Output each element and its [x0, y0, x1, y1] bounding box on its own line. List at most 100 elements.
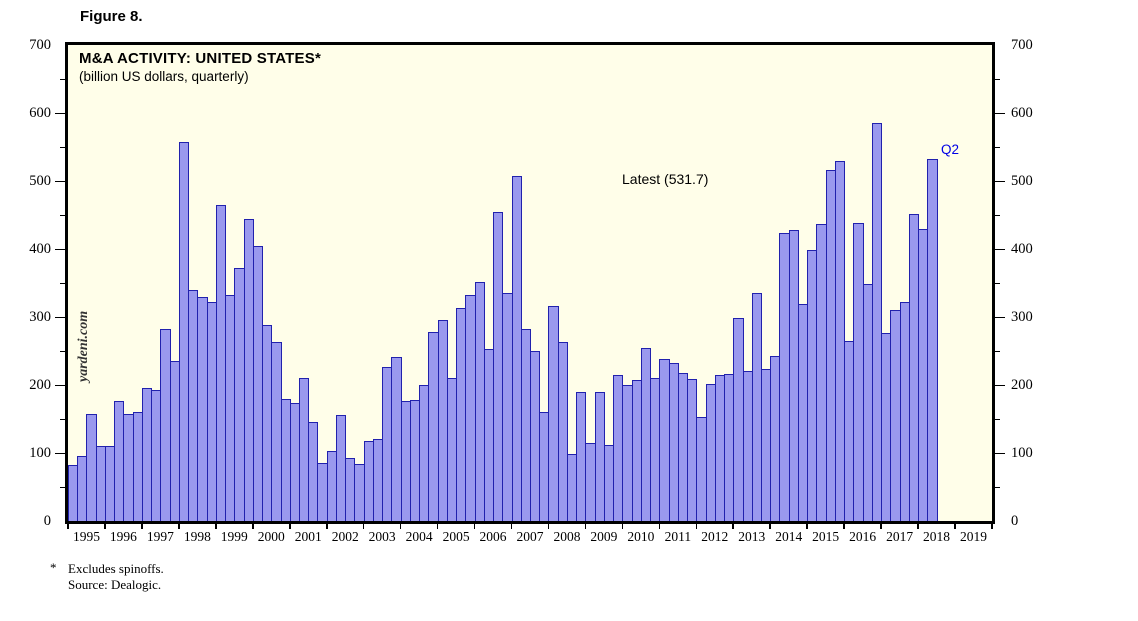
y-tick-left-450	[60, 214, 65, 217]
x-axis-label-1998: 1998	[183, 529, 211, 544]
x-tick-14	[584, 522, 587, 529]
x-axis-label-1996: 1996	[109, 529, 137, 544]
x-axis-label-2015: 2015	[812, 529, 840, 544]
x-axis-label-2018: 2018	[923, 529, 951, 544]
y-tick-right-600	[995, 112, 1005, 115]
x-tick-5	[252, 522, 254, 529]
y-tick-left-500	[55, 180, 65, 183]
footnote-excludes-spinoffs: Excludes spinoffs.	[68, 561, 164, 576]
figure-number-label: Figure 8.	[80, 8, 143, 25]
y-tick-left-100	[55, 452, 65, 455]
y-axis-label-left-300: 300	[29, 309, 51, 325]
x-tick-13	[547, 522, 550, 529]
y-tick-right-450	[995, 214, 1000, 217]
yardeni-watermark: yardeni.com	[76, 310, 91, 382]
y-tick-left-550	[60, 146, 65, 149]
y-tick-left-200	[55, 384, 65, 387]
y-tick-left-50	[60, 486, 65, 489]
y-tick-left-600	[55, 112, 65, 115]
y-tick-left-350	[60, 282, 65, 285]
bar-2016-Q4	[871, 123, 883, 521]
x-tick-20	[806, 522, 808, 529]
y-axis-label-left-100: 100	[29, 445, 51, 461]
y-axis-label-left-500: 500	[29, 173, 51, 189]
y-tick-left-400	[55, 248, 65, 251]
y-tick-right-400	[995, 248, 1005, 251]
y-tick-right-550	[995, 146, 1000, 149]
x-tick-6	[288, 522, 291, 529]
last-bar-quarter-label: Q2	[941, 142, 960, 157]
y-axis-label-left-400: 400	[29, 241, 51, 257]
footnote-asterisk: *	[50, 560, 57, 575]
x-axis-label-2014: 2014	[775, 529, 803, 544]
chart-plot-area: M&A ACTIVITY: UNITED STATES* (billion US…	[29, 37, 1033, 544]
y-tick-right-350	[995, 282, 1000, 285]
x-axis-label-2010: 2010	[627, 529, 655, 544]
y-axis-label-right-700: 700	[1011, 37, 1033, 53]
y-axis-label-right-300: 300	[1011, 309, 1033, 325]
x-axis-label-2011: 2011	[664, 529, 692, 544]
chart-bars-region: M&A ACTIVITY: UNITED STATES* (billion US…	[29, 37, 1033, 544]
y-tick-right-100	[995, 452, 1005, 455]
x-axis-label-2012: 2012	[701, 529, 729, 544]
x-axis-label-2005: 2005	[442, 529, 470, 544]
x-axis-label-2017: 2017	[886, 529, 914, 544]
y-axis-label-right-500: 500	[1011, 173, 1033, 189]
x-axis-label-1999: 1999	[220, 529, 248, 544]
x-tick-25	[991, 522, 993, 529]
x-tick-7	[325, 522, 328, 529]
chart-subtitle: (billion US dollars, quarterly)	[79, 69, 249, 84]
y-tick-left-250	[60, 350, 65, 353]
y-axis-label-right-400: 400	[1011, 241, 1033, 257]
x-axis-label-2009: 2009	[590, 529, 618, 544]
y-tick-right-250	[995, 350, 1000, 353]
x-tick-18	[732, 522, 735, 529]
y-tick-right-200	[995, 384, 1005, 387]
x-tick-2	[141, 522, 143, 529]
latest-value-annotation: Latest (531.7)	[622, 171, 709, 187]
x-axis-label-2016: 2016	[849, 529, 877, 544]
x-axis-label-2002: 2002	[331, 529, 359, 544]
x-tick-24	[954, 522, 956, 529]
y-tick-left-150	[60, 418, 65, 421]
x-tick-9	[399, 522, 402, 529]
y-tick-left-300	[55, 316, 65, 319]
y-axis-label-right-600: 600	[1011, 105, 1033, 121]
bar-2008-Q2	[557, 342, 568, 521]
x-tick-17	[695, 522, 698, 529]
x-axis-label-1997: 1997	[146, 529, 174, 544]
x-axis-label-2000: 2000	[257, 529, 285, 544]
y-axis-label-left-0: 0	[43, 513, 51, 529]
x-axis-label-2003: 2003	[368, 529, 396, 544]
x-tick-19	[769, 522, 772, 529]
y-tick-right-500	[995, 180, 1005, 183]
y-tick-right-150	[995, 418, 1000, 421]
y-axis-label-right-0: 0	[1011, 513, 1019, 529]
y-axis-label-right-100: 100	[1011, 445, 1033, 461]
y-tick-right-300	[995, 316, 1005, 319]
y-axis-label-left-200: 200	[29, 377, 51, 393]
x-axis-label-2007: 2007	[516, 529, 544, 544]
x-tick-3	[178, 522, 180, 529]
x-axis-label-1995: 1995	[72, 529, 100, 544]
x-tick-15	[621, 522, 624, 529]
x-tick-11	[473, 522, 476, 529]
footnote-source: Source: Dealogic.	[68, 577, 162, 592]
x-tick-1	[104, 522, 106, 529]
x-axis-label-2008: 2008	[553, 529, 581, 544]
y-tick-left-650	[60, 78, 65, 81]
x-tick-10	[436, 522, 439, 529]
bar-2015-Q4	[834, 160, 846, 521]
y-axis-label-left-600: 600	[29, 105, 51, 121]
y-tick-right-650	[995, 78, 1000, 81]
x-tick-0	[67, 522, 69, 529]
x-axis-label-2001: 2001	[294, 529, 322, 544]
x-axis-label-2006: 2006	[479, 529, 507, 544]
x-tick-21	[843, 522, 845, 529]
bar-2018-Q2	[927, 159, 938, 521]
x-tick-22	[880, 522, 882, 529]
y-axis-label-right-200: 200	[1011, 377, 1033, 393]
x-tick-16	[658, 522, 661, 529]
y-tick-right-50	[995, 486, 1000, 489]
